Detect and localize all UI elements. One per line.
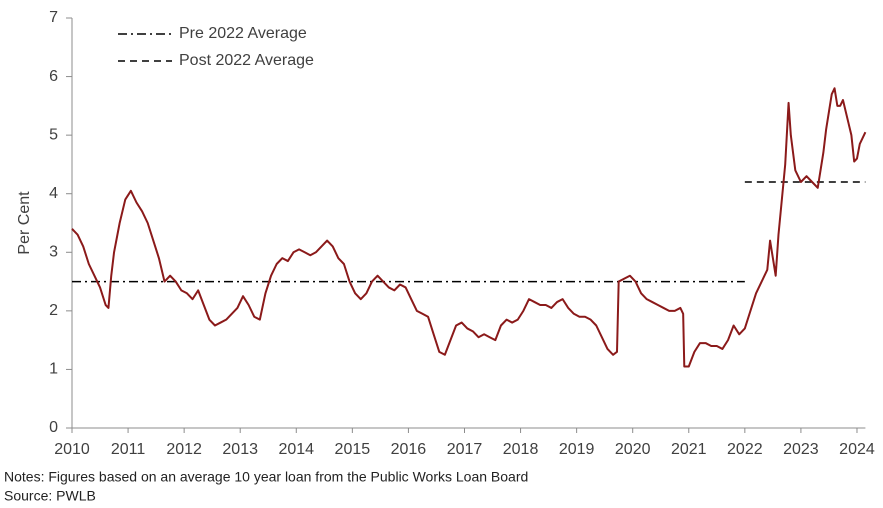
x-tick-label: 2020 (615, 441, 651, 458)
y-tick-label: 7 (49, 9, 58, 26)
legend-label: Post 2022 Average (179, 52, 314, 69)
x-tick-label: 2021 (671, 441, 707, 458)
x-tick-label: 2024 (839, 441, 875, 458)
x-tick-label: 2017 (447, 441, 483, 458)
x-tick-label: 2022 (727, 441, 763, 458)
y-tick-label: 1 (49, 361, 58, 378)
x-tick-label: 2018 (503, 441, 539, 458)
source: Source: PWLB (4, 488, 96, 504)
x-tick-label: 2023 (783, 441, 819, 458)
x-tick-label: 2013 (222, 441, 258, 458)
x-tick-label: 2010 (54, 441, 90, 458)
note: Notes: Figures based on an average 10 ye… (4, 469, 528, 485)
y-tick-label: 0 (49, 419, 58, 436)
y-tick-label: 4 (49, 185, 58, 202)
y-tick-label: 2 (49, 302, 58, 319)
x-tick-label: 2016 (391, 441, 427, 458)
legend-label: Pre 2022 Average (179, 25, 307, 42)
y-tick-label: 6 (49, 68, 58, 85)
y-tick-label: 5 (49, 126, 58, 143)
x-tick-label: 2011 (111, 441, 146, 458)
data-line (71, 87, 867, 368)
x-tick-label: 2014 (278, 441, 314, 458)
x-tick-label: 2012 (166, 441, 202, 458)
x-tick-label: 2019 (559, 441, 595, 458)
x-tick-label: 2015 (335, 441, 371, 458)
y-tick-label: 3 (49, 244, 58, 261)
y-axis-label: Per Cent (16, 191, 33, 255)
